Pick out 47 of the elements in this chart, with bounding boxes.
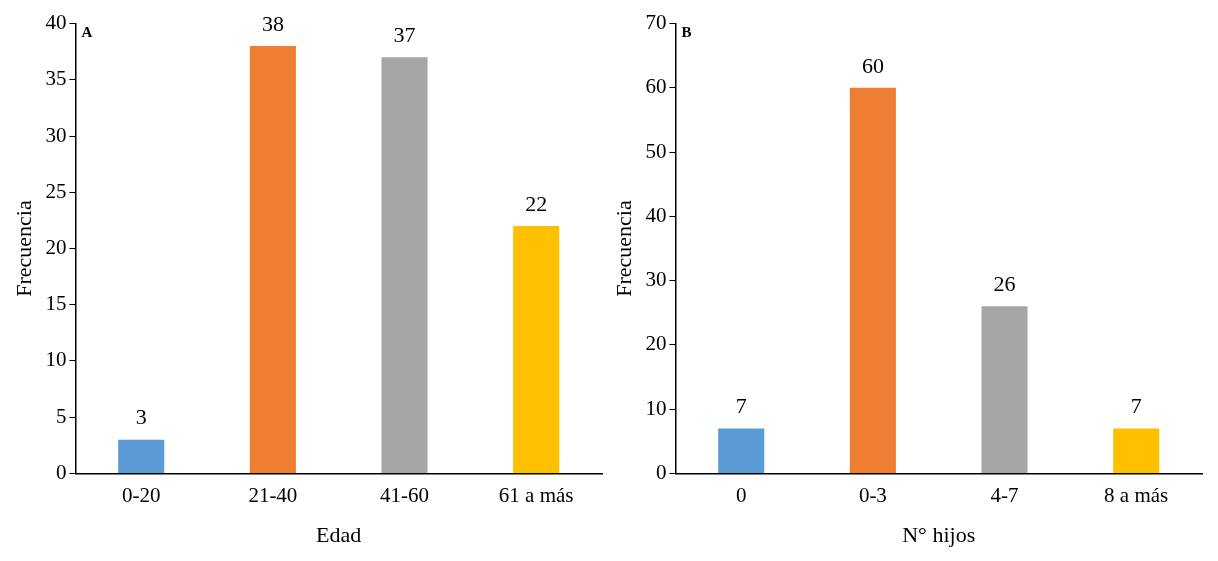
data-label: 3: [135, 404, 147, 430]
data-label: 37: [393, 22, 416, 48]
y-tick-label: 60: [645, 74, 667, 99]
bar: [118, 439, 165, 473]
data-label: 60: [861, 52, 884, 78]
bar: [1113, 428, 1160, 473]
x-tick-label: 0-20: [121, 482, 161, 507]
data-label: 22: [525, 190, 548, 216]
y-tick-label: 0: [655, 459, 667, 484]
x-tick-label: 61 a más: [498, 482, 574, 507]
x-axis-title: Edad: [316, 521, 362, 547]
y-tick-label: 30: [645, 267, 667, 292]
x-tick-label: 0-3: [858, 482, 887, 507]
y-tick-label: 30: [45, 122, 67, 147]
x-axis-title: N° hijos: [902, 521, 976, 547]
data-label: 7: [1130, 393, 1142, 419]
y-tick-label: 0: [55, 459, 67, 484]
x-tick-label: 8 a más: [1104, 482, 1169, 507]
data-label: 7: [735, 393, 747, 419]
y-tick-label: 40: [645, 202, 667, 227]
bar: [249, 46, 296, 473]
x-tick-label: 0: [735, 482, 747, 507]
y-tick-label: 40: [45, 10, 67, 35]
chart-title: A: [81, 23, 93, 40]
y-tick-label: 5: [55, 403, 67, 428]
y-tick-label: 35: [45, 66, 67, 91]
x-tick-label: 4-7: [990, 482, 1019, 507]
y-tick-label: 70: [645, 10, 667, 35]
bar: [381, 57, 428, 473]
y-tick-label: 25: [45, 178, 67, 203]
bar: [849, 87, 896, 473]
chart-title: B: [681, 23, 692, 40]
y-tick-label: 50: [645, 138, 667, 163]
bar: [981, 306, 1028, 473]
data-label: 26: [993, 271, 1016, 297]
bar: [513, 226, 560, 473]
y-tick-label: 10: [45, 347, 67, 372]
y-tick-label: 15: [45, 291, 67, 316]
data-label: 38: [261, 10, 284, 36]
y-tick-label: 10: [645, 395, 667, 420]
bar: [718, 428, 765, 473]
x-tick-label: 21-40: [248, 482, 298, 507]
y-tick-label: 20: [45, 235, 67, 260]
y-axis-title: Frecuencia: [10, 200, 36, 297]
y-axis-title: Frecuencia: [610, 200, 636, 297]
x-tick-label: 41-60: [380, 482, 430, 507]
y-tick-label: 20: [645, 331, 667, 356]
